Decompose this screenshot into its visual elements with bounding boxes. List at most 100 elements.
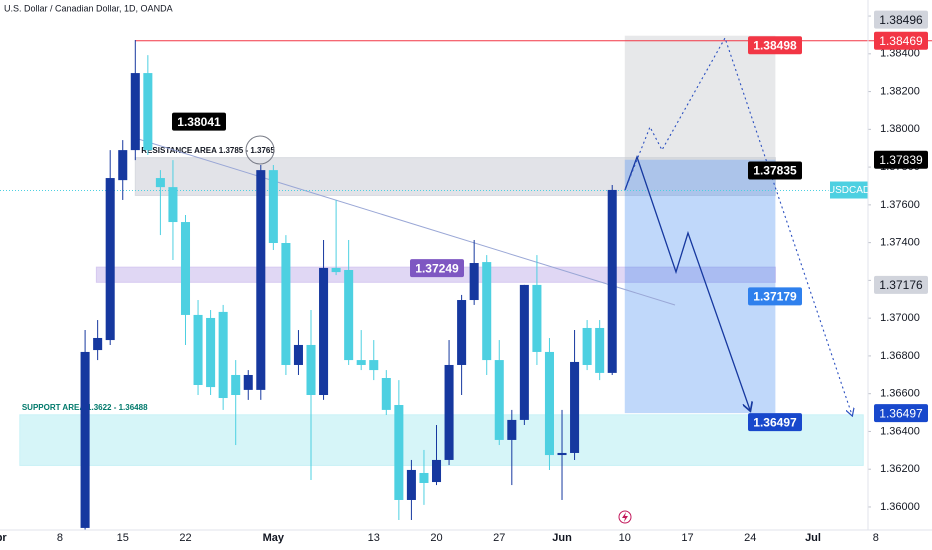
candle-body bbox=[155, 178, 165, 188]
symbol-tag: USDCAD bbox=[828, 185, 870, 196]
y-tick-label: 1.38000 bbox=[880, 123, 920, 135]
candle-body bbox=[482, 262, 492, 361]
price-label: 1.37179 bbox=[753, 290, 797, 304]
candle-body bbox=[494, 360, 504, 440]
y-tick-label: 1.37600 bbox=[880, 199, 920, 211]
price-tag: 1.38469 bbox=[879, 34, 923, 48]
overlay: 1.38041 1.38498 1.37835 1.37249 1.37179 1.364… bbox=[172, 10, 932, 513]
candle-body bbox=[544, 351, 554, 456]
price-label: 1.38041 bbox=[177, 115, 221, 129]
candle-body bbox=[570, 361, 580, 453]
trend-line bbox=[134, 137, 676, 306]
price-tag-box bbox=[874, 404, 928, 423]
candle-body bbox=[369, 360, 379, 371]
price-tag: 1.36497 bbox=[879, 406, 923, 420]
price-label: 1.36497 bbox=[753, 415, 797, 429]
candle-body bbox=[218, 311, 228, 399]
y-tick-label: 1.36000 bbox=[880, 501, 920, 513]
zone-label: RESISTANCE AREA 1.3785 - 1.3765 bbox=[141, 146, 275, 155]
stop-area bbox=[624, 35, 776, 160]
candle-body bbox=[406, 469, 416, 500]
x-tick-label: 13 bbox=[368, 532, 380, 544]
price-label: 1.37249 bbox=[415, 261, 459, 275]
candle-body bbox=[80, 351, 90, 528]
candle-body bbox=[532, 284, 542, 352]
x-tick-label: May bbox=[263, 532, 285, 544]
zone bbox=[134, 157, 776, 196]
candle-body bbox=[306, 344, 316, 395]
y-tick-label: 1.36200 bbox=[880, 463, 920, 475]
candle-body bbox=[595, 327, 605, 373]
highlight-circle bbox=[245, 135, 275, 165]
event-icon-bolt bbox=[622, 512, 628, 522]
candle-body bbox=[118, 150, 128, 181]
price-label-box bbox=[748, 413, 802, 432]
price-label-box bbox=[748, 36, 802, 55]
price-label-box bbox=[172, 112, 226, 131]
y-tick-label: 1.36800 bbox=[880, 350, 920, 362]
price-tag-box bbox=[874, 150, 928, 169]
candle-body bbox=[444, 364, 454, 460]
y-tick-label: 1.37000 bbox=[880, 312, 920, 324]
target-area bbox=[624, 159, 776, 414]
candle-body bbox=[293, 344, 303, 365]
candle-body bbox=[457, 300, 467, 365]
candle-body bbox=[168, 187, 178, 223]
candle-body bbox=[180, 222, 191, 315]
candle-body bbox=[331, 267, 341, 273]
price-tag: 1.37176 bbox=[879, 278, 923, 292]
x-tick-label: 17 bbox=[681, 532, 693, 544]
candle-body bbox=[344, 270, 354, 361]
candle-body bbox=[356, 360, 366, 365]
price-tag-box bbox=[874, 275, 928, 294]
y-tick-label: 1.38200 bbox=[880, 85, 920, 97]
candle-body bbox=[381, 378, 391, 410]
candle-body bbox=[394, 405, 404, 500]
candle-body bbox=[507, 419, 517, 440]
y-tick-label: 1.37400 bbox=[880, 237, 920, 249]
zone bbox=[19, 414, 864, 466]
price-label-box bbox=[410, 259, 464, 278]
candle-body bbox=[469, 263, 479, 301]
price-tag-box bbox=[874, 10, 928, 29]
price-label: 1.37835 bbox=[753, 164, 797, 178]
y-tick-label: 1.36400 bbox=[880, 425, 920, 437]
y-tick-label: 1.36600 bbox=[880, 388, 920, 400]
candle-body bbox=[268, 170, 278, 244]
candle-body bbox=[105, 178, 115, 341]
event-icon-circle bbox=[618, 510, 632, 524]
candle-body bbox=[231, 374, 241, 395]
candle-body bbox=[607, 189, 617, 373]
candle-body bbox=[193, 314, 203, 385]
x-tick-label: 22 bbox=[179, 532, 191, 544]
x-tick-label: 8 bbox=[57, 532, 63, 544]
projection-path-alt bbox=[624, 36, 852, 415]
candle-body bbox=[243, 374, 253, 390]
chart-title: U.S. Dollar / Canadian Dollar, 1D, OANDA bbox=[4, 3, 173, 13]
event-icon bbox=[618, 510, 632, 524]
x-tick-label: Apr bbox=[0, 532, 7, 544]
price-tag: 1.38496 bbox=[879, 13, 923, 27]
projection-path bbox=[624, 155, 750, 410]
x-tick-label: 8 bbox=[873, 532, 879, 544]
x-tick-label: Jul bbox=[805, 532, 821, 544]
symbol-tag-box bbox=[830, 181, 868, 199]
price-label: 1.38498 bbox=[753, 38, 797, 52]
x-tick-label: 15 bbox=[117, 532, 129, 544]
x-tick-label: 20 bbox=[430, 532, 442, 544]
x-tick-label: 27 bbox=[493, 532, 505, 544]
candle-body bbox=[143, 73, 153, 151]
candle-body bbox=[582, 327, 592, 365]
price-label-box bbox=[748, 287, 802, 306]
candle-body bbox=[319, 267, 329, 395]
candle-body bbox=[130, 73, 140, 151]
candle-body bbox=[93, 337, 103, 351]
y-tick-label: 1.38400 bbox=[880, 48, 920, 60]
candle-body bbox=[206, 317, 216, 388]
candle-body bbox=[419, 472, 429, 483]
candle-body bbox=[256, 170, 266, 390]
candle-body bbox=[519, 284, 529, 420]
x-tick-label: 24 bbox=[744, 532, 756, 544]
